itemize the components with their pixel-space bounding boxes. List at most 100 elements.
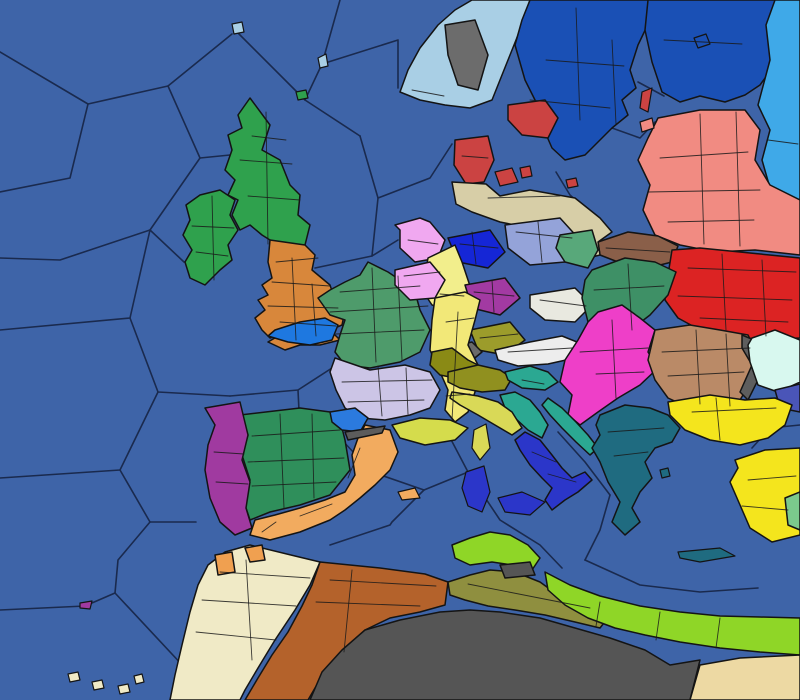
province-border: [687, 267, 797, 273]
region-sweden-finland[interactable]: [644, 0, 779, 103]
sea-zone-border: [584, 559, 759, 593]
sea-zone-border: [0, 157, 201, 261]
province-border: [715, 397, 721, 441]
sea-zone-border: [377, 143, 453, 199]
province-border: [219, 571, 311, 579]
province-border: [251, 135, 287, 141]
region-sardinia[interactable]: [461, 465, 491, 513]
province-border: [575, 7, 581, 121]
province-border: [347, 447, 361, 479]
province-border: [661, 347, 751, 353]
province-border: [725, 333, 731, 407]
region-aragon-andalusia-coast[interactable]: [249, 424, 399, 541]
province-border: [339, 285, 421, 293]
sea-zone-border: [557, 431, 611, 496]
region-portugal[interactable]: [204, 401, 253, 536]
province-border: [403, 271, 441, 277]
region-libya-green-coast[interactable]: [544, 571, 800, 656]
region-livonia-osel-island[interactable]: [639, 117, 655, 133]
province-border: [215, 481, 249, 485]
region-pyrenees-wasteland[interactable]: [344, 425, 386, 441]
province-border: [539, 299, 587, 307]
region-canary-island-1[interactable]: [67, 671, 81, 683]
region-morocco[interactable]: [169, 544, 321, 700]
region-scotland[interactable]: [224, 97, 311, 251]
province-border: [445, 317, 475, 323]
region-denmark-zealand-island[interactable]: [494, 167, 519, 187]
province-border: [647, 189, 761, 193]
province-border: [407, 239, 439, 245]
region-corsica[interactable]: [471, 423, 491, 461]
region-canary-island-2[interactable]: [91, 679, 105, 691]
province-border: [715, 617, 721, 649]
region-sweden-aland-island[interactable]: [693, 33, 711, 49]
region-denmark-scania[interactable]: [507, 99, 559, 139]
province-border: [667, 371, 745, 377]
province-border: [311, 283, 317, 337]
region-livonian-order[interactable]: [637, 109, 800, 256]
province-border: [329, 579, 437, 587]
province-border: [251, 481, 337, 487]
region-norway-mountains-wasteland[interactable]: [444, 19, 489, 91]
region-norway-faroe-island[interactable]: [231, 21, 245, 35]
region-aquitaine-lavender[interactable]: [329, 357, 441, 421]
region-hungary[interactable]: [559, 304, 659, 426]
region-sahara-wasteland[interactable]: [309, 609, 701, 700]
region-ireland[interactable]: [182, 189, 239, 286]
region-venice[interactable]: [504, 365, 559, 391]
region-norway-shetland-island[interactable]: [317, 53, 329, 69]
region-languedoc-coast[interactable]: [391, 417, 469, 446]
region-genoa-tuscany[interactable]: [449, 391, 523, 436]
region-silesia[interactable]: [555, 229, 599, 269]
province-border: [271, 281, 331, 287]
region-cyrenaica-cream[interactable]: [689, 654, 800, 700]
region-crete-island[interactable]: [677, 547, 736, 563]
region-canary-island-3[interactable]: [117, 683, 131, 695]
province-border: [451, 311, 459, 421]
province-border: [473, 291, 515, 297]
region-denmark-jutland[interactable]: [453, 135, 495, 185]
province-border: [487, 195, 561, 199]
region-venice-dalmatia-coast[interactable]: [541, 397, 599, 456]
province-border: [595, 371, 645, 375]
region-denmark-bornholm-island[interactable]: [565, 177, 579, 189]
region-balearic-islands[interactable]: [397, 487, 421, 501]
province-border: [531, 451, 557, 463]
province-border: [459, 243, 499, 249]
region-sicily[interactable]: [497, 491, 546, 516]
province-border: [655, 611, 661, 641]
province-border: [445, 393, 471, 397]
region-tunis-green-cap[interactable]: [451, 531, 541, 571]
region-central-anatolia-green[interactable]: [784, 491, 800, 531]
region-bohemia[interactable]: [529, 287, 593, 323]
region-tunis-grey-spot[interactable]: [499, 561, 536, 579]
province-border: [611, 319, 617, 399]
region-morocco-orange-enclave-2[interactable]: [214, 551, 236, 576]
province-border: [741, 505, 789, 511]
province-border: [613, 451, 649, 457]
province-border: [251, 429, 341, 437]
region-bulgaria[interactable]: [667, 394, 793, 446]
region-denmark-funen-island[interactable]: [519, 165, 533, 179]
region-milan[interactable]: [447, 364, 513, 393]
province-border: [607, 427, 665, 433]
province-border: [299, 503, 333, 517]
province-border: [467, 583, 591, 609]
province-border: [315, 601, 421, 607]
region-canary-island-4[interactable]: [133, 673, 145, 685]
sea-zone-border: [114, 521, 151, 594]
sea-zone-border: [0, 51, 89, 105]
region-naples[interactable]: [514, 431, 593, 511]
region-madeira-island[interactable]: [79, 600, 93, 610]
region-aegean-island[interactable]: [659, 467, 671, 479]
province-border: [471, 231, 477, 265]
region-serbia-greece-teal[interactable]: [591, 404, 681, 536]
region-scotland-orkney-island[interactable]: [295, 89, 309, 101]
region-denmark-gotland-island[interactable]: [639, 87, 653, 113]
region-west-anatolia[interactable]: [729, 447, 800, 543]
province-border: [371, 267, 377, 363]
region-novgorod[interactable]: [757, 0, 800, 206]
region-morocco-orange-enclave[interactable]: [244, 544, 266, 563]
province-border: [343, 569, 353, 653]
